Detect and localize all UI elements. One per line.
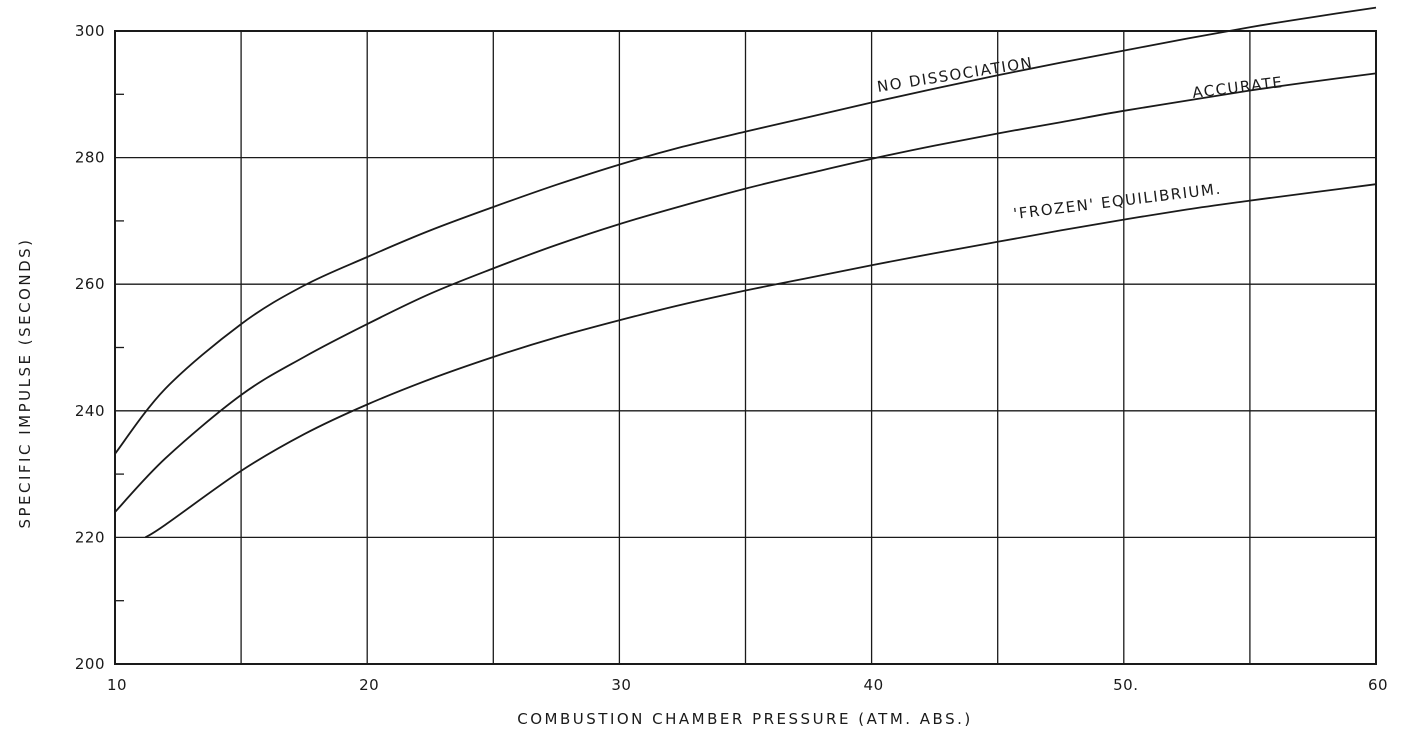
x-tick-label: 50.	[1113, 676, 1138, 694]
y-tick-label: 220	[75, 528, 105, 546]
x-tick-label: 10	[107, 676, 127, 694]
y-tick-label: 300	[75, 22, 105, 40]
x-tick-label: 40	[864, 676, 884, 694]
series-label-frozen-equilibrium: 'FROZEN' EQUILIBRIUM.	[1012, 180, 1222, 223]
x-tick-label: 30	[611, 676, 631, 694]
series-line-frozen-equilibrium	[144, 183, 1377, 539]
x-axis-title: COMBUSTION CHAMBER PRESSURE (ATM. ABS.)	[517, 710, 972, 728]
series-label-accurate: ACCURATE	[1191, 73, 1284, 102]
plot-frame	[114, 30, 1377, 665]
series-line-accurate	[115, 72, 1377, 513]
y-tick-label: 200	[75, 655, 105, 673]
x-tick-label: 60	[1368, 676, 1388, 694]
series-line-no-dissociation	[115, 6, 1377, 455]
y-axis-title: SPECIFIC IMPULSE (SECONDS)	[16, 237, 34, 528]
series-label-no-dissociation: NO DISSOCIATION	[876, 53, 1035, 95]
y-tick-label: 260	[75, 275, 105, 293]
grid	[114, 30, 1377, 665]
series-labels: NO DISSOCIATION ACCURATE 'FROZEN' EQUILIBR…	[876, 53, 1284, 222]
x-tick-label: 20	[359, 676, 379, 694]
y-tick-label: 280	[75, 149, 105, 167]
tick-labels: 10 20 30 40 50. 60 200 220 240 260 280 300	[75, 22, 1388, 694]
plot-lines	[115, 6, 1377, 539]
y-tick-label: 240	[75, 402, 105, 420]
